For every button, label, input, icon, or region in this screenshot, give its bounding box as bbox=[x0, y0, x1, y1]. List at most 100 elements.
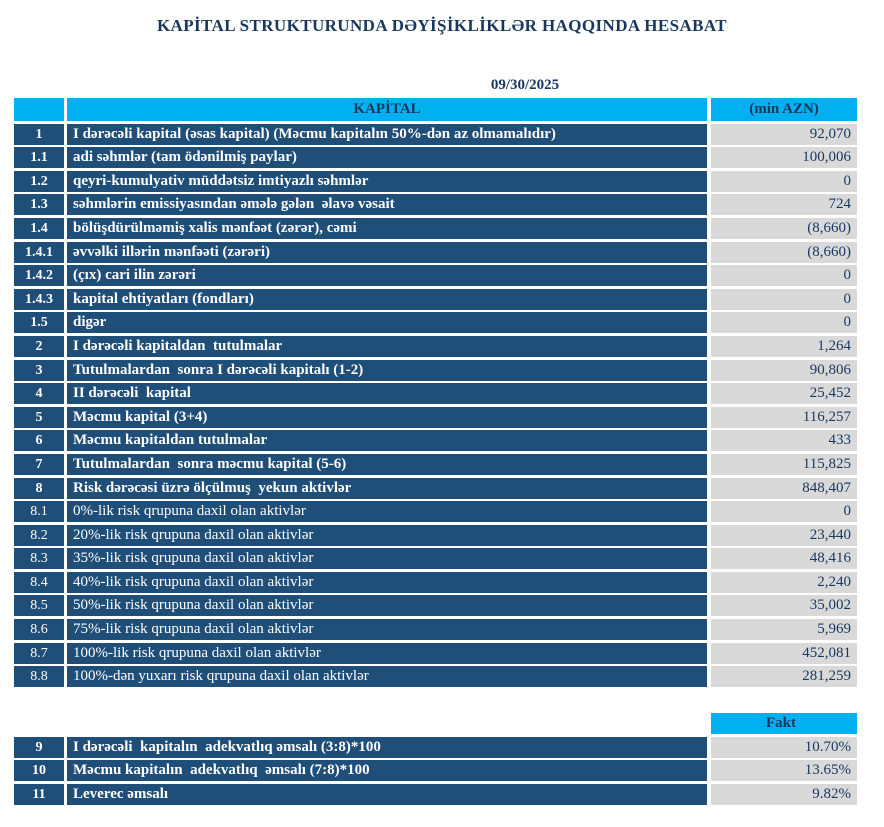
table-row: 9 I dərəcəli kapitalın adekvatlıq əmsalı… bbox=[14, 736, 857, 758]
row-label: 50%-lik risk qrupuna daxil olan aktivlər bbox=[67, 595, 707, 617]
report-title: KAPİTAL STRUKTURUNDA DƏYİŞİKLİKLƏR HAQQI… bbox=[156, 16, 728, 35]
row-label: 35%-lik risk qrupuna daxil olan aktivlər bbox=[67, 548, 707, 570]
row-value: 90,806 bbox=[711, 359, 857, 381]
row-number: 1.4.2 bbox=[14, 265, 64, 287]
row-label: Leverec əmsalı bbox=[67, 783, 707, 805]
row-number: 8.1 bbox=[14, 501, 64, 523]
row-label: I dərəcəli kapital (əsas kapital) (Məcmu… bbox=[67, 123, 707, 145]
fakt-header-row: Fakt bbox=[14, 713, 857, 734]
table-row: 1.3 səhmlərin emissiyasından əmələ gələn… bbox=[14, 194, 857, 216]
row-label: I dərəcəli kapitaldan tutulmalar bbox=[67, 335, 707, 357]
row-value: 0 bbox=[711, 288, 857, 310]
row-value: 452,081 bbox=[711, 642, 857, 664]
row-value: 116,257 bbox=[711, 406, 857, 428]
row-label: adi səhmlər (tam ödənilmiş paylar) bbox=[67, 147, 707, 169]
row-value: 0 bbox=[711, 501, 857, 523]
row-number: 1 bbox=[14, 123, 64, 145]
row-label: kapital ehtiyatları (fondları) bbox=[67, 288, 707, 310]
table-row: 8.2 20%-lik risk qrupuna daxil olan akti… bbox=[14, 524, 857, 546]
table-row: 1.4.3 kapital ehtiyatları (fondları) 0 bbox=[14, 288, 857, 310]
row-number: 8.2 bbox=[14, 524, 64, 546]
row-value: 25,452 bbox=[711, 383, 857, 405]
table-row: 2 I dərəcəli kapitaldan tutulmalar 1,264 bbox=[14, 335, 857, 357]
row-number: 1.4 bbox=[14, 217, 64, 239]
row-number: 8.7 bbox=[14, 642, 64, 664]
row-value: 10.70% bbox=[711, 736, 857, 758]
table-row: 1 I dərəcəli kapital (əsas kapital) (Məc… bbox=[14, 123, 857, 145]
row-value: 5,969 bbox=[711, 619, 857, 641]
table-row: 5 Məcmu kapital (3+4) 116,257 bbox=[14, 406, 857, 428]
row-value: 433 bbox=[711, 430, 857, 452]
row-value: 48,416 bbox=[711, 548, 857, 570]
row-label: 40%-lik risk qrupuna daxil olan aktivlər bbox=[67, 571, 707, 593]
table-row: 8.5 50%-lik risk qrupuna daxil olan akti… bbox=[14, 595, 857, 617]
table-row: 10 Məcmu kapitalın adekvatlıq əmsalı (7:… bbox=[14, 760, 857, 782]
table-row: 1.4 bölüşdürülməmiş xalis mənfəət (zərər… bbox=[14, 217, 857, 239]
table-row: 8.6 75%-lik risk qrupuna daxil olan akti… bbox=[14, 619, 857, 641]
row-value: 100,006 bbox=[711, 147, 857, 169]
row-value: 23,440 bbox=[711, 524, 857, 546]
table-row: 7 Tutulmalardan sonra məcmu kapital (5-6… bbox=[14, 453, 857, 475]
row-number: 8.6 bbox=[14, 619, 64, 641]
table-row: 3 Tutulmalardan sonra I dərəcəli kapital… bbox=[14, 359, 857, 381]
table-row: 1.2 qeyri-kumulyativ müddətsiz imtiyazlı… bbox=[14, 170, 857, 192]
table-row: 8.8 100%-dən yuxarı risk qrupuna daxil o… bbox=[14, 666, 857, 688]
row-value: 281,259 bbox=[711, 666, 857, 688]
row-value: 35,002 bbox=[711, 595, 857, 617]
row-number: 1.4.1 bbox=[14, 241, 64, 263]
fakt-header-cell: Fakt bbox=[711, 713, 857, 734]
row-value: 1,264 bbox=[711, 335, 857, 357]
row-number: 1.2 bbox=[14, 170, 64, 192]
table-row: 8.1 0%-lik risk qrupuna daxil olan aktiv… bbox=[14, 501, 857, 523]
row-label: Məcmu kapitaldan tutulmalar bbox=[67, 430, 707, 452]
row-number: 7 bbox=[14, 453, 64, 475]
row-value: 0 bbox=[711, 312, 857, 334]
row-number: 8.5 bbox=[14, 595, 64, 617]
row-number: 5 bbox=[14, 406, 64, 428]
row-value: 0 bbox=[711, 170, 857, 192]
row-value: 2,240 bbox=[711, 571, 857, 593]
row-value: 13.65% bbox=[711, 760, 857, 782]
row-label: I dərəcəli kapitalın adekvatlıq əmsalı (… bbox=[67, 736, 707, 758]
header-number-cell bbox=[14, 98, 64, 121]
row-value: 9.82% bbox=[711, 783, 857, 805]
row-number: 8.4 bbox=[14, 571, 64, 593]
row-label: 100%-lik risk qrupuna daxil olan aktivlə… bbox=[67, 642, 707, 664]
row-value: (8,660) bbox=[711, 217, 857, 239]
table-row: 4 II dərəcəli kapital 25,452 bbox=[14, 383, 857, 405]
table-row: 1.1 adi səhmlər (tam ödənilmiş paylar) 1… bbox=[14, 147, 857, 169]
row-number: 6 bbox=[14, 430, 64, 452]
row-label: II dərəcəli kapital bbox=[67, 383, 707, 405]
table-row: 1.4.1 əvvəlki illərin mənfəəti (zərəri) … bbox=[14, 241, 857, 263]
row-number: 4 bbox=[14, 383, 64, 405]
table-header-row: KAPİTAL (min AZN) bbox=[14, 98, 857, 121]
row-label: Tutulmalardan sonra məcmu kapital (5-6) bbox=[67, 453, 707, 475]
row-number: 8.3 bbox=[14, 548, 64, 570]
table-row: 8.3 35%-lik risk qrupuna daxil olan akti… bbox=[14, 548, 857, 570]
row-number: 2 bbox=[14, 335, 64, 357]
row-value: (8,660) bbox=[711, 241, 857, 263]
row-value: 0 bbox=[711, 265, 857, 287]
row-value: 848,407 bbox=[711, 477, 857, 499]
row-number: 9 bbox=[14, 736, 64, 758]
adequacy-ratio-table: Fakt 9 I dərəcəli kapitalın adekvatlıq ə… bbox=[14, 713, 857, 807]
capital-table: KAPİTAL (min AZN) 1 I dərəcəli kapital (… bbox=[14, 98, 857, 690]
row-number: 10 bbox=[14, 760, 64, 782]
row-label: Risk dərəcəsi üzrə ölçülmuş yekun aktivl… bbox=[67, 477, 707, 499]
row-value: 724 bbox=[711, 194, 857, 216]
row-number: 1.4.3 bbox=[14, 288, 64, 310]
report-date: 09/30/2025 bbox=[490, 77, 560, 93]
header-value-cell: (min AZN) bbox=[711, 98, 857, 121]
table-row: 8.7 100%-lik risk qrupuna daxil olan akt… bbox=[14, 642, 857, 664]
row-number: 3 bbox=[14, 359, 64, 381]
table-row: 1.5 digər 0 bbox=[14, 312, 857, 334]
table-row: 1.4.2 (çıx) cari ilin zərəri 0 bbox=[14, 265, 857, 287]
row-label: səhmlərin emissiyasından əmələ gələn əla… bbox=[67, 194, 707, 216]
row-number: 8.8 bbox=[14, 666, 64, 688]
row-number: 1.5 bbox=[14, 312, 64, 334]
table-row: 6 Məcmu kapitaldan tutulmalar 433 bbox=[14, 430, 857, 452]
row-label: əvvəlki illərin mənfəəti (zərəri) bbox=[67, 241, 707, 263]
row-label: 0%-lik risk qrupuna daxil olan aktivlər bbox=[67, 501, 707, 523]
header-label-cell bbox=[67, 713, 707, 734]
